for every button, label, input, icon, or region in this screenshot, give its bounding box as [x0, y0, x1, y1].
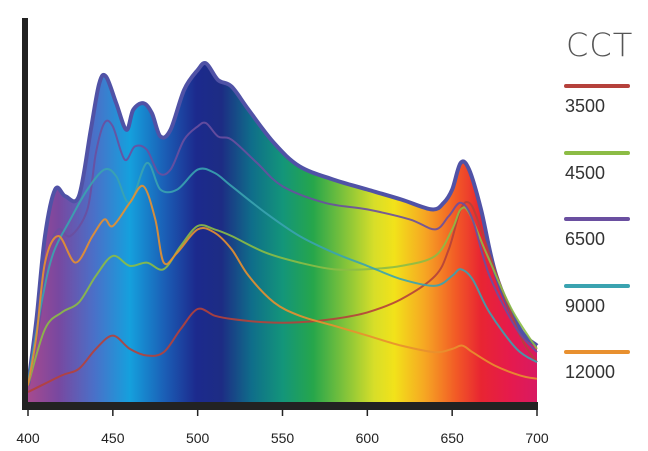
series-line-9000 — [27, 162, 538, 383]
x-tick-label: 450 — [101, 430, 125, 446]
series-line-4500 — [27, 206, 538, 386]
legend-swatch — [564, 217, 630, 221]
series-line-12000 — [27, 184, 538, 386]
legend-item-4500: 4500 — [564, 150, 644, 191]
legend-item-12000: 12000 — [564, 350, 644, 390]
x-tick-label: 600 — [356, 430, 380, 446]
legend-label: 3500 — [565, 96, 606, 116]
legend-item-6500: 6500 — [564, 217, 644, 257]
bottom-axis-bar — [22, 402, 538, 410]
legend-title: CCT — [566, 26, 634, 64]
spectrum-chart: 400 450 500 550 600 650 700 — [16, 18, 549, 446]
legend: CCT 3500 4500 6500 9000 12000 — [560, 0, 648, 451]
legend-label: 9000 — [565, 295, 606, 316]
legend-swatch — [564, 283, 630, 288]
series-line-6500 — [27, 119, 538, 386]
left-axis-bar — [22, 18, 28, 410]
x-tick-label: 650 — [440, 430, 464, 446]
legend-item-9000: 9000 — [564, 283, 644, 324]
legend-item-3500: 3500 — [564, 84, 644, 124]
x-tick-label: 500 — [186, 430, 210, 446]
x-tick-label: 400 — [16, 430, 40, 446]
legend-swatch — [564, 350, 630, 354]
x-tick-label: 550 — [271, 430, 295, 446]
legend-label: 4500 — [565, 162, 606, 183]
legend-swatch — [564, 150, 630, 155]
spectrum-envelope-line — [26, 61, 539, 386]
legend-label: 12000 — [565, 362, 616, 382]
legend-label: 6500 — [565, 229, 606, 249]
x-tick-label: 700 — [525, 430, 549, 446]
spectrum-envelope-fill — [28, 62, 537, 402]
legend-swatch — [564, 84, 630, 88]
series-line-3500 — [27, 201, 538, 393]
